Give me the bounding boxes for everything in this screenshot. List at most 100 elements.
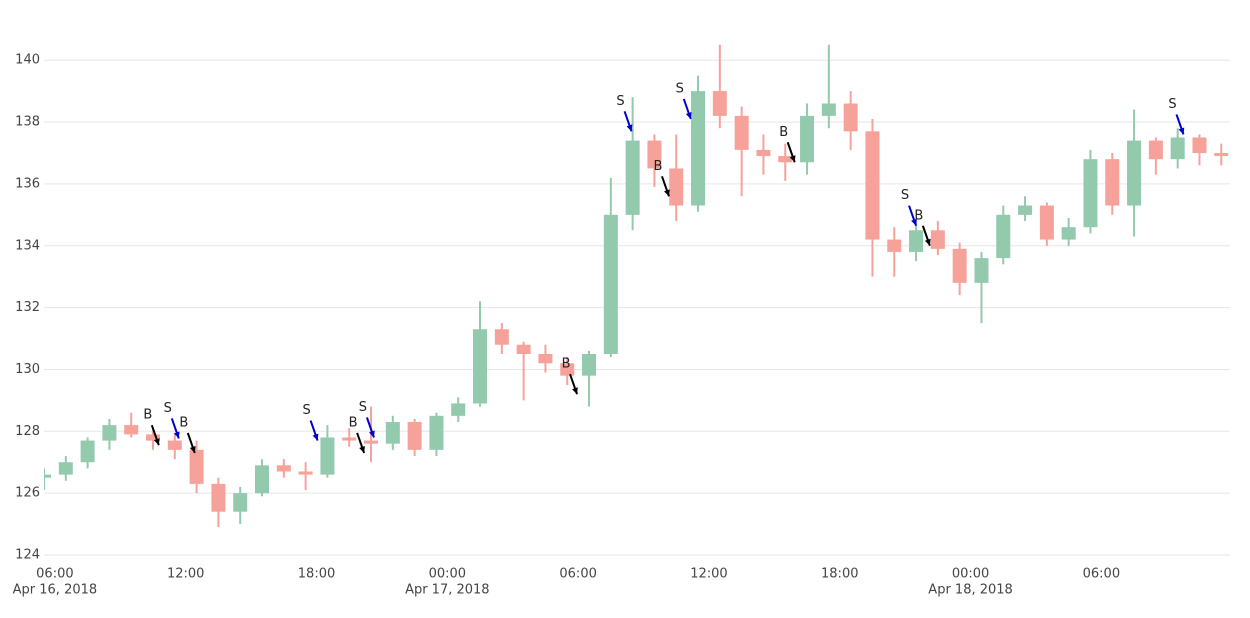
annotation-arrowhead <box>189 445 196 453</box>
candle-body <box>58 462 73 475</box>
y-tick-label: 128 <box>15 424 40 439</box>
candle-body <box>276 465 291 472</box>
candle-body <box>974 258 989 283</box>
y-tick-label: 132 <box>15 300 40 315</box>
candle-body <box>821 103 836 116</box>
candle-body <box>298 471 313 475</box>
annotation-arrowhead <box>626 124 633 132</box>
candle-body <box>734 115 749 150</box>
candle-body <box>647 140 662 169</box>
candle-body <box>865 131 880 240</box>
candle-body <box>712 91 727 116</box>
candle-body <box>255 465 270 494</box>
candle-body <box>691 91 706 206</box>
candle-body <box>364 440 379 444</box>
candle-body <box>44 474 51 478</box>
candle-body <box>233 493 248 512</box>
candle-body <box>494 329 509 345</box>
annotation-text: B <box>654 159 663 174</box>
annotation-arrowhead <box>664 189 670 197</box>
annotation-text: B <box>779 125 788 140</box>
y-tick-label: 134 <box>15 238 40 253</box>
candle-body <box>473 329 488 404</box>
candle-body <box>320 437 335 475</box>
candle-body <box>342 437 357 441</box>
annotation-text: S <box>616 94 624 109</box>
annotation-text: S <box>164 401 172 416</box>
candle-body <box>669 168 684 206</box>
candle-body <box>843 103 858 132</box>
annotation-arrowhead <box>572 387 578 395</box>
annotation-text: B <box>179 415 188 430</box>
annotation-text: B <box>143 408 152 423</box>
x-tick-label: 06:00 <box>1083 567 1120 582</box>
candle-body <box>1127 140 1142 206</box>
candle-body <box>952 248 967 283</box>
candle-body <box>102 425 117 441</box>
x-tick-label: 18:00 <box>821 567 858 582</box>
candle-body <box>930 230 945 249</box>
candle-body <box>189 449 204 484</box>
annotation-text: S <box>676 81 684 96</box>
annotation-arrowhead <box>789 155 796 163</box>
annotation-text: B <box>914 208 923 223</box>
candle-body <box>407 422 422 450</box>
annotation-text: B <box>349 415 358 430</box>
candle-body <box>625 140 640 215</box>
candle-body <box>603 214 618 354</box>
y-tick-label: 126 <box>15 486 40 501</box>
candle-body <box>1192 137 1207 153</box>
candle-body <box>429 415 444 450</box>
x-tick-date: Apr 17, 2018 <box>405 583 490 598</box>
candle-body <box>516 344 531 354</box>
candle-body <box>80 440 95 463</box>
y-tick-label: 130 <box>15 362 40 377</box>
annotation-text: B <box>562 357 571 372</box>
annotation-arrowhead <box>153 438 160 446</box>
candle-body <box>385 422 400 444</box>
candle-body <box>560 363 575 376</box>
grid <box>44 59 1230 556</box>
candle-body <box>1083 159 1098 228</box>
annotation-text: S <box>359 400 367 415</box>
candle-body <box>778 156 793 163</box>
candle-body <box>800 115 815 163</box>
annotation-text: S <box>1168 97 1176 112</box>
annotation-text: S <box>302 403 310 418</box>
y-tick-label: 124 <box>15 548 40 563</box>
candle-body <box>211 483 226 512</box>
x-tick-label: 00:00 <box>429 567 466 582</box>
candle-body <box>451 403 466 416</box>
candle-body <box>1148 140 1163 160</box>
candle-body <box>756 149 771 157</box>
annotation-arrowhead <box>312 433 319 441</box>
annotation-arrowhead <box>1178 127 1185 135</box>
candle-body <box>996 214 1011 259</box>
annotation-arrowhead <box>924 238 931 246</box>
y-tick-label: 138 <box>15 115 40 130</box>
candle-body <box>909 230 924 252</box>
candle-body <box>887 239 902 252</box>
x-tick-date: Apr 16, 2018 <box>13 583 98 598</box>
annotation-arrowhead <box>368 430 375 438</box>
y-tick-label: 140 <box>15 53 40 68</box>
x-tick-label: 12:00 <box>690 567 727 582</box>
annotation-arrowhead <box>359 445 365 453</box>
candle-body <box>124 425 139 435</box>
candles <box>44 44 1229 528</box>
candle-body <box>1105 159 1120 206</box>
annotation-text: S <box>901 188 909 203</box>
candle-body <box>167 440 182 450</box>
x-tick-label: 12:00 <box>167 567 204 582</box>
annotation-arrowhead <box>173 431 180 439</box>
candle-body <box>1018 205 1033 215</box>
x-tick-label: 00:00 <box>952 567 989 582</box>
candle-body <box>1214 152 1229 157</box>
candle-body <box>582 353 597 376</box>
annotation-arrowhead <box>685 112 692 119</box>
candle-body <box>1170 137 1185 160</box>
x-tick-date: Apr 18, 2018 <box>928 583 1013 598</box>
